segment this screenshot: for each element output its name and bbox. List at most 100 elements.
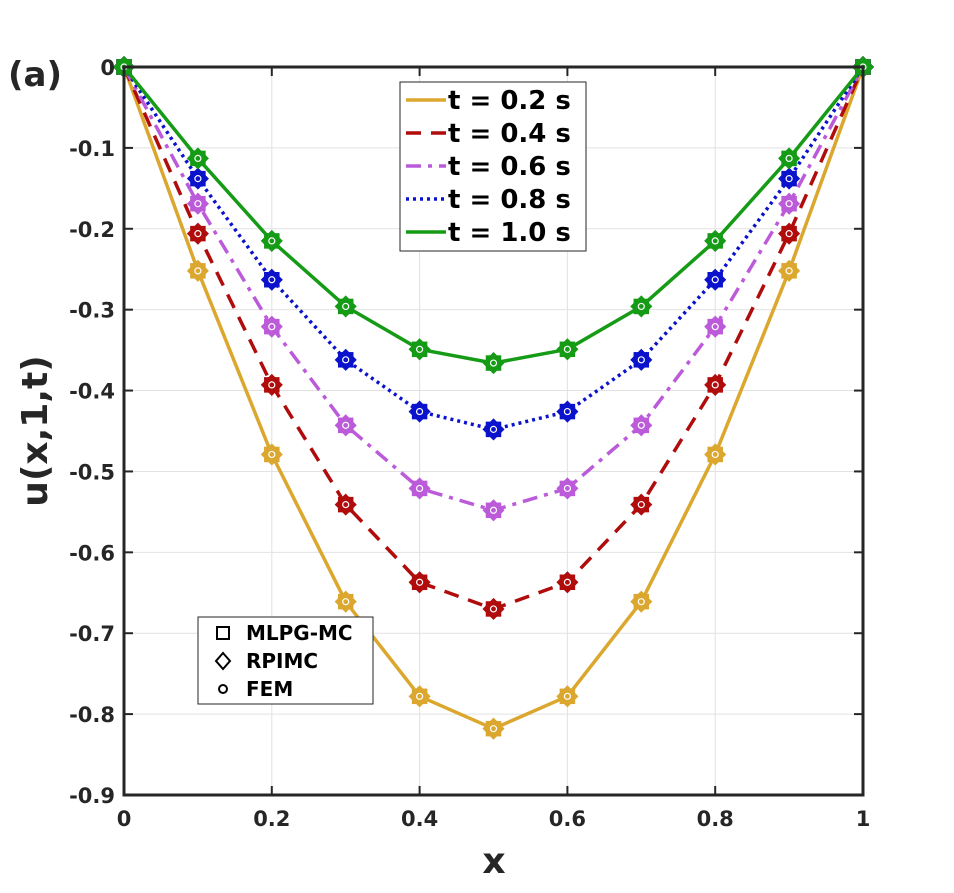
legend-square-marker (216, 626, 230, 640)
marker-diamond (630, 348, 653, 371)
marker-circle (194, 267, 202, 275)
marker-circle (268, 237, 276, 245)
y-tick-label: -0.4 (69, 380, 115, 404)
marker-circle (785, 200, 793, 208)
marker-diamond (186, 192, 209, 215)
marker-circle (416, 484, 424, 493)
y-tick-label: -0.3 (69, 299, 115, 323)
marker-circle (268, 381, 276, 389)
marker-circle (268, 323, 276, 331)
marker-legend: MLPG-MC RPIMC FEM (197, 616, 374, 705)
marker-diamond (260, 443, 283, 466)
marker-diamond (408, 685, 431, 708)
marker-legend-label: FEM (246, 677, 293, 701)
x-tick-label: 1 (856, 807, 871, 831)
marker-circle (637, 302, 645, 311)
legend-label: t = 0.6 s (448, 152, 571, 182)
marker-diamond (778, 222, 801, 245)
marker-circle (268, 276, 276, 284)
legend-diamond-marker (214, 651, 232, 671)
marker-circle (416, 578, 424, 586)
marker-circle (785, 154, 793, 163)
marker-circle (785, 230, 793, 238)
marker-circle (194, 154, 202, 163)
marker-diamond (482, 418, 505, 441)
axes (122, 65, 865, 797)
marker-circle (416, 345, 424, 353)
marker-diamond (260, 315, 283, 338)
marker-diamond (482, 597, 505, 621)
legend-label: t = 0.8 s (448, 185, 571, 215)
marker-diamond (334, 493, 357, 516)
x-tick-label: 0.6 (549, 807, 586, 831)
marker-diamond (260, 229, 283, 252)
x-axis-label: x (482, 841, 505, 882)
marker-diamond (408, 400, 431, 423)
marker-diamond (778, 167, 801, 190)
marker-circle (563, 484, 572, 493)
marker-circle (489, 506, 498, 514)
marker-diamond (704, 268, 727, 291)
marker-circle (637, 421, 645, 429)
marker-circle (342, 598, 350, 606)
marker-circle (711, 450, 719, 459)
y-tick-label: -0.9 (69, 784, 115, 808)
y-tick-label: -0.8 (69, 703, 115, 727)
marker-circle (563, 692, 572, 700)
marker-diamond (260, 373, 283, 396)
marker-diamond (556, 477, 579, 500)
marker-diamond (482, 351, 505, 375)
marker-legend-label: MLPG-MC (246, 621, 353, 645)
y-axis-label: u(x,1,t) (15, 355, 56, 506)
marker-circle (785, 175, 793, 183)
marker-diamond (186, 259, 209, 282)
y-tick-label: 0 (100, 56, 115, 80)
marker-diamond (704, 229, 727, 252)
marker-diamond (334, 295, 357, 318)
legend-label: t = 0.2 s (448, 86, 571, 116)
marker-diamond (186, 222, 209, 245)
marker-diamond (334, 414, 357, 437)
marker-circle (489, 725, 498, 733)
marker-circle (711, 323, 719, 331)
marker-diamond (408, 571, 431, 594)
marker-diamond (630, 493, 653, 516)
marker-diamond (556, 400, 579, 423)
marker-circle (489, 605, 498, 613)
marker-diamond (334, 590, 357, 613)
series-4 (112, 55, 875, 375)
marker-circle (711, 237, 719, 245)
marker-diamond (630, 590, 653, 613)
plot-frame (122, 65, 865, 797)
marker-legend-label: RPIMC (246, 649, 318, 673)
tick-labels: 0 0.2 0.4 0.6 0.8 1 0 -0.1 -0.2 -0.3 -0.4 -0.5 -0.6 -… (69, 56, 870, 831)
x-tick-label: 0 (117, 807, 132, 831)
x-tick-label: 0.4 (401, 807, 438, 831)
marker-circle (637, 356, 645, 364)
marker-diamond (186, 167, 209, 190)
marker-circle (637, 598, 645, 606)
marker-circle (342, 356, 350, 364)
legend-circle-marker (218, 684, 228, 694)
marker-circle (342, 501, 350, 509)
marker-diamond (408, 477, 431, 500)
y-tick-label: -0.2 (69, 218, 115, 242)
marker-circle (563, 345, 572, 353)
marker-circle (194, 200, 202, 208)
marker-circle (342, 421, 350, 429)
marker-diamond (630, 414, 653, 437)
marker-diamond (260, 268, 283, 291)
y-tick-label: -0.5 (69, 460, 115, 484)
marker-diamond (704, 443, 727, 466)
marker-diamond (408, 338, 431, 361)
series-legend: t = 0.2 st = 0.4 st = 0.6 st = 0.8 st = … (399, 81, 587, 252)
marker-diamond (778, 147, 801, 170)
marker-circle (416, 407, 424, 416)
marker-diamond (630, 295, 653, 318)
marker-circle (489, 359, 498, 367)
marker-diamond (556, 685, 579, 708)
legend-label: t = 1.0 s (448, 218, 571, 248)
marker-circle (489, 425, 498, 433)
marker-diamond (778, 192, 801, 215)
marker-diamond (186, 147, 209, 170)
